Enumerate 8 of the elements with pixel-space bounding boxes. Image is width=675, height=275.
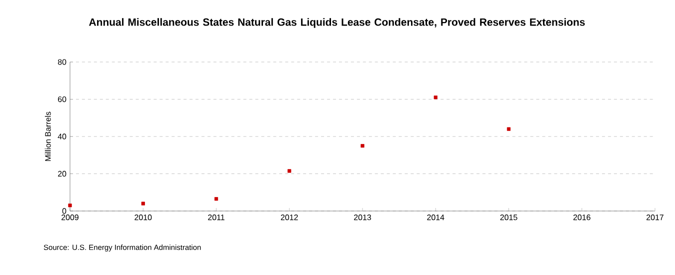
point [68,204,72,208]
point [288,169,292,173]
point [141,202,145,206]
chart-title: Annual Miscellaneous States Natural Gas Liquids Lease Condensate, Proved Reserves Extensions [89,18,585,28]
point [506,127,511,131]
point [214,197,218,201]
point [360,144,364,148]
point [434,96,438,100]
